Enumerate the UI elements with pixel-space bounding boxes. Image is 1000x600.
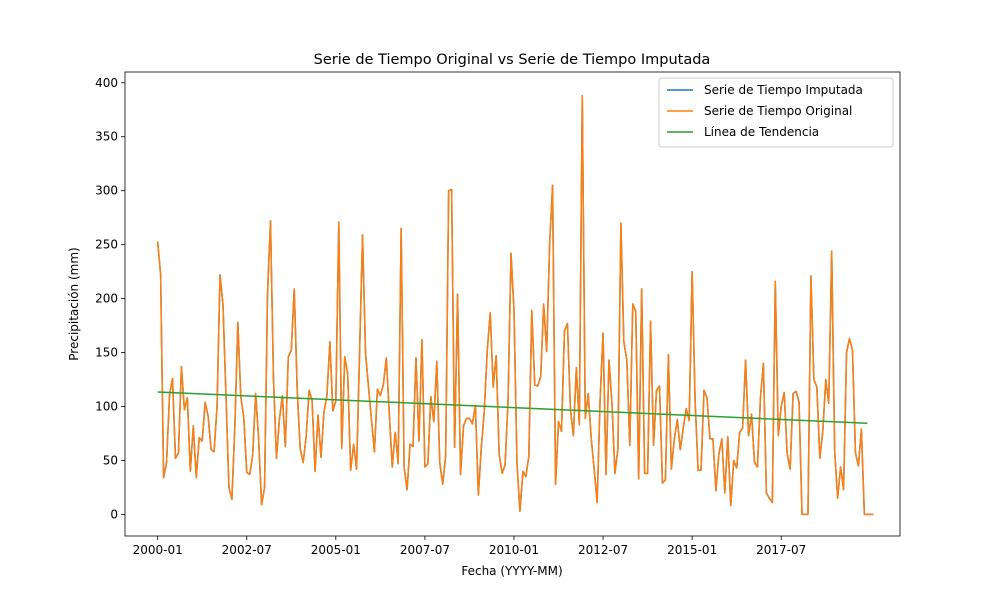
legend-label-imputada: Serie de Tiempo Imputada	[704, 83, 863, 97]
x-tick-label: 2007-07	[400, 543, 450, 557]
y-tick-label: 200	[95, 292, 118, 306]
x-tick-label: 2005-01	[311, 543, 361, 557]
legend: Serie de Tiempo Imputada Serie de Tiempo…	[658, 77, 894, 148]
x-tick-label: 2002-07	[222, 543, 272, 557]
y-tick-label: 250	[95, 238, 118, 252]
plot-area	[125, 72, 900, 536]
y-tick-label: 350	[95, 130, 118, 144]
y-axis: 0 50 100 150 200 250 300 350 400	[95, 76, 125, 521]
x-tick-label: 2012-07	[578, 543, 628, 557]
y-tick-label: 50	[103, 453, 118, 467]
x-tick-label: 2017-07	[756, 543, 806, 557]
x-tick-label: 2000-01	[133, 543, 183, 557]
legend-label-tendencia: Línea de Tendencia	[704, 125, 819, 139]
y-tick-label: 0	[110, 507, 118, 521]
x-axis: 2000-01 2002-07 2005-01 2007-07 2010-01 2012-…	[133, 536, 806, 557]
legend-frame	[658, 77, 894, 148]
x-axis-title: Fecha (YYYY-MM)	[461, 564, 562, 578]
plot-frame	[124, 71, 901, 537]
series-layer	[156, 94, 874, 516]
legend-label-original: Serie de Tiempo Original	[704, 104, 852, 118]
y-tick-label: 100	[95, 400, 118, 414]
y-tick-label: 400	[95, 76, 118, 90]
trend-line	[157, 391, 868, 424]
x-tick-label: 2010-01	[489, 543, 539, 557]
y-tick-label: 150	[95, 346, 118, 360]
series-line-original	[156, 94, 874, 516]
y-tick-label: 300	[95, 184, 118, 198]
y-axis-title: Precipitación (mm)	[67, 247, 81, 360]
x-tick-label: 2015-01	[667, 543, 717, 557]
chart-title: Serie de Tiempo Original vs Serie de Tie…	[314, 52, 711, 68]
